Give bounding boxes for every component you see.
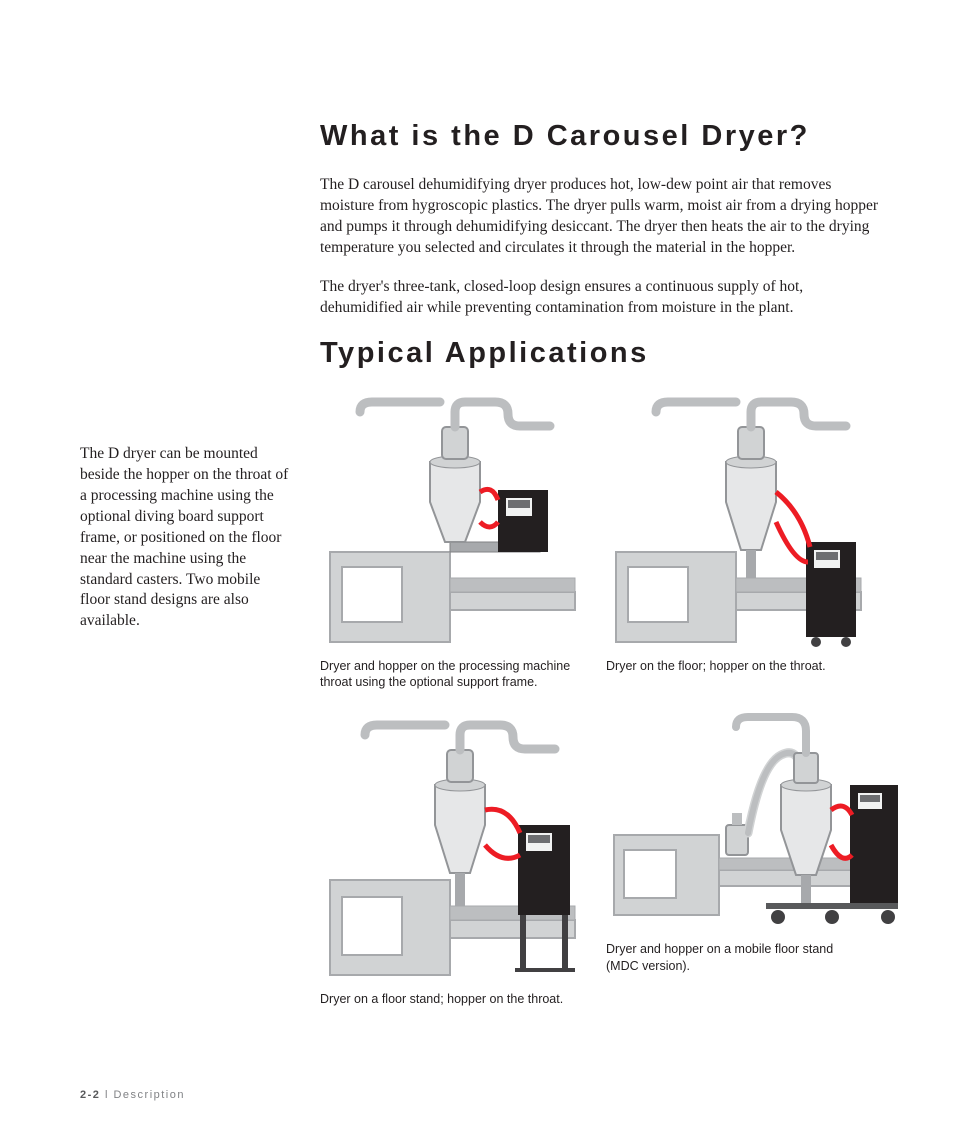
diagram-cell-2: Dryer on the floor; hopper on the throat… <box>606 392 866 675</box>
heading-typical-applications: Typical Applications <box>320 337 880 370</box>
paragraph-intro-2: The dryer's three-tank, closed-loop desi… <box>320 277 880 319</box>
footer-separator: l <box>100 1089 113 1101</box>
diagram-cell-3: Dryer on a floor stand; hopper on the th… <box>320 705 580 1008</box>
diagram-cell-4: Dryer and hopper on a mobile floor stand… <box>606 705 906 975</box>
diagram-cell-1: Dryer and hopper on the processing machi… <box>320 392 580 692</box>
footer-page-number: 2-2 <box>80 1089 100 1101</box>
diagram-2 <box>606 392 866 652</box>
sidebar-paragraph: The D dryer can be mounted beside the ho… <box>80 444 290 632</box>
caption-4: Dryer and hopper on a mobile floor stand… <box>606 941 866 975</box>
diagram-4 <box>606 705 906 935</box>
diagram-3 <box>320 705 580 985</box>
paragraph-intro-1: The D carousel dehumidifying dryer produ… <box>320 175 880 259</box>
diagram-1 <box>320 392 580 652</box>
caption-3: Dryer on a floor stand; hopper on the th… <box>320 991 580 1008</box>
caption-1: Dryer and hopper on the processing machi… <box>320 658 580 692</box>
caption-2: Dryer on the floor; hopper on the throat… <box>606 658 866 675</box>
heading-what-is: What is the D Carousel Dryer? <box>320 120 880 153</box>
page-footer: 2-2 l Description <box>80 1089 185 1101</box>
footer-section: Description <box>113 1089 185 1101</box>
